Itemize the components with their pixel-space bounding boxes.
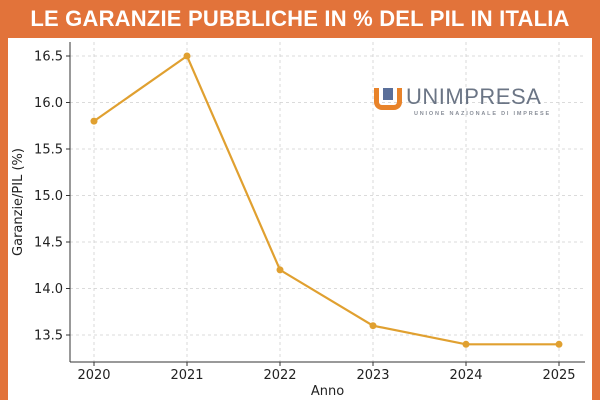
y-tick-label: 15.5 — [34, 143, 63, 158]
data-point — [555, 340, 563, 348]
chart-title: LE GARANZIE PUBBLICHE IN % DEL PIL IN IT… — [30, 6, 570, 31]
y-tick-label: 13.5 — [34, 329, 63, 344]
data-point — [369, 322, 377, 330]
logo-subtitle: UNIONE NAZIONALE DI IMPRESE — [414, 111, 551, 117]
data-point — [462, 340, 470, 348]
data-point — [90, 117, 98, 125]
x-tick-label: 2023 — [356, 368, 389, 383]
y-tick-label: 14.5 — [34, 236, 63, 251]
y-tick-label: 16.5 — [34, 50, 63, 65]
series-line — [93, 54, 559, 346]
y-tick-label: 14.0 — [34, 282, 63, 297]
x-tick-label: 2024 — [449, 368, 482, 383]
eu-flag-icon — [383, 88, 393, 100]
y-tick-label: 15.0 — [34, 189, 63, 204]
x-tick-label: 2021 — [170, 368, 203, 383]
logo-u-icon — [374, 88, 402, 110]
logo-name: UNIMPRESA — [406, 84, 542, 109]
unimpresa-logo: UNIMPRESA UNIONE NAZIONALE DI IMPRESE — [374, 86, 574, 120]
x-axis-label: Anno — [311, 384, 344, 399]
y-tick-label: 16.0 — [34, 96, 63, 111]
x-tick-label: 2025 — [542, 368, 575, 383]
y-axis-label: Garanzie/PIL (%) — [11, 148, 26, 256]
x-tick-label: 2020 — [77, 368, 110, 383]
data-point — [276, 266, 284, 274]
x-tick-label: 2022 — [263, 368, 296, 383]
chart-panel — [8, 38, 592, 400]
data-point — [183, 52, 191, 60]
